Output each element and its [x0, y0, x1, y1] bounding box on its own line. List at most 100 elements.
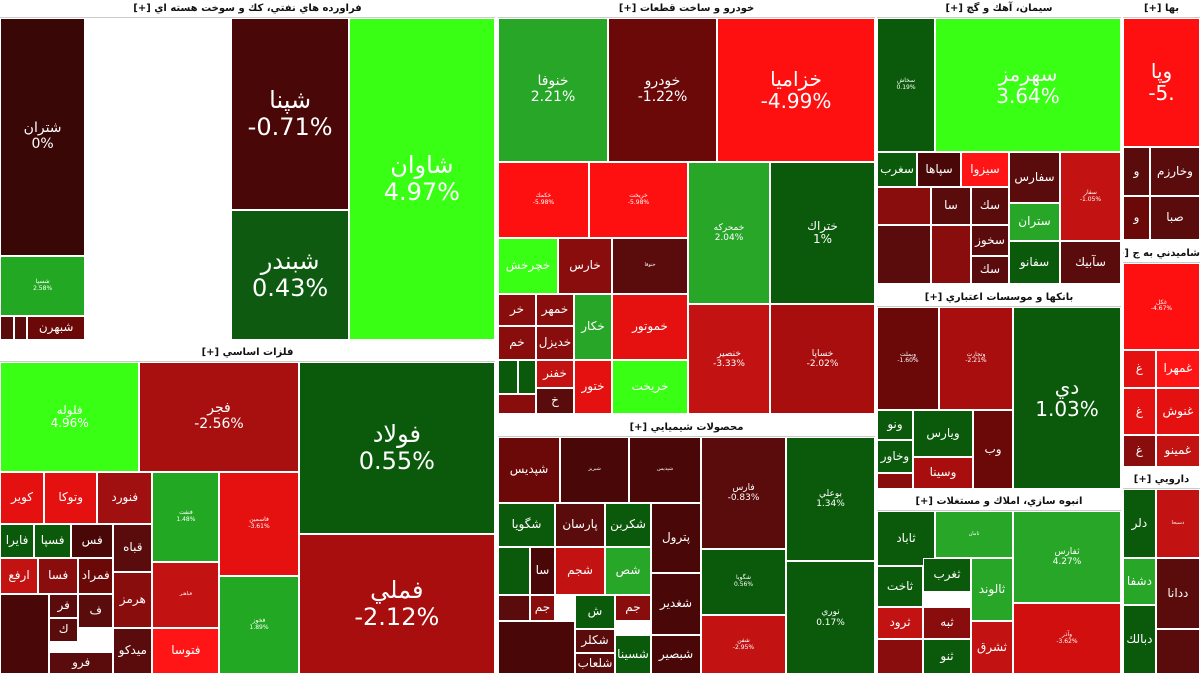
- stock-tile[interactable]: غكل -4.67%: [1123, 263, 1200, 350]
- stock-tile[interactable]: [0, 594, 50, 674]
- stock-tile[interactable]: شفن -2.95%: [701, 615, 786, 674]
- stock-tile[interactable]: ختراك 1%: [770, 162, 875, 304]
- stock-tile[interactable]: ثغرب: [923, 558, 971, 592]
- stock-tile[interactable]: ثبه: [923, 607, 971, 639]
- stock-tile[interactable]: [1155, 628, 1200, 674]
- stock-tile[interactable]: وب: [973, 409, 1013, 489]
- stock-tile[interactable]: فاسمين -3.61%: [219, 472, 299, 576]
- stock-tile[interactable]: ثاباد: [877, 511, 935, 566]
- stock-tile[interactable]: غ: [1123, 388, 1156, 435]
- stock-tile[interactable]: شپنا -0.71%: [231, 18, 349, 210]
- stock-tile[interactable]: فباهنر: [152, 562, 220, 628]
- stock-tile[interactable]: خساپا -2.02%: [770, 304, 875, 414]
- stock-tile[interactable]: فايرا: [0, 524, 35, 558]
- stock-tile[interactable]: ويارس: [913, 409, 973, 458]
- stock-tile[interactable]: فسپا: [34, 524, 72, 558]
- stock-tile[interactable]: شگويا: [498, 503, 555, 547]
- stock-tile[interactable]: سا: [931, 186, 971, 226]
- sector-header[interactable]: بها [+]: [1123, 0, 1200, 18]
- stock-tile[interactable]: سفانو: [1009, 241, 1060, 284]
- sector-header[interactable]: سيمان، آهك و گچ [+]: [877, 0, 1121, 18]
- stock-tile[interactable]: [0, 316, 15, 340]
- stock-tile[interactable]: فخوز 1.89%: [219, 576, 299, 674]
- stock-tile[interactable]: شگويا 0.56%: [701, 549, 786, 615]
- stock-tile[interactable]: ثشرق: [971, 620, 1013, 674]
- stock-tile[interactable]: سك: [971, 186, 1009, 226]
- stock-tile[interactable]: خفنر: [536, 360, 574, 388]
- stock-tile[interactable]: وپا -5.: [1123, 18, 1200, 147]
- stock-tile[interactable]: فارس -0.83%: [701, 437, 786, 549]
- stock-tile[interactable]: سپاها: [917, 152, 961, 187]
- sector-header[interactable]: فلزات اساسي [+]: [0, 344, 495, 362]
- stock-tile[interactable]: وتجارت -2.21%: [939, 307, 1013, 410]
- stock-tile[interactable]: فلوله 4.96%: [0, 362, 140, 472]
- stock-tile[interactable]: [877, 638, 923, 674]
- stock-tile[interactable]: [877, 186, 931, 226]
- stock-tile[interactable]: سغرب: [877, 152, 917, 187]
- stock-tile[interactable]: خريخت -5.98%: [589, 162, 688, 238]
- stock-tile[interactable]: شكلر: [575, 629, 615, 653]
- stock-tile[interactable]: ارفع: [0, 558, 39, 594]
- stock-tile[interactable]: ثفارس 4.27%: [1013, 511, 1121, 604]
- stock-tile[interactable]: جم: [530, 595, 555, 621]
- stock-tile[interactable]: [498, 621, 575, 674]
- stock-tile[interactable]: ثرود: [877, 607, 923, 639]
- stock-tile[interactable]: ثالوند: [971, 558, 1013, 621]
- stock-tile[interactable]: شلعاب: [575, 653, 615, 674]
- stock-tile[interactable]: فرو: [49, 652, 114, 674]
- stock-tile[interactable]: شسپا 2.58%: [0, 256, 86, 316]
- stock-tile[interactable]: ف: [78, 594, 114, 628]
- stock-tile[interactable]: خودرو -1.22%: [608, 18, 717, 162]
- stock-tile[interactable]: خديزل: [536, 326, 574, 360]
- stock-tile[interactable]: [498, 360, 518, 394]
- stock-tile[interactable]: شبندر 0.43%: [231, 210, 349, 340]
- stock-tile[interactable]: فملي -2.12%: [298, 534, 495, 674]
- stock-tile[interactable]: ثاخت: [877, 565, 923, 608]
- stock-tile[interactable]: [498, 394, 536, 414]
- stock-tile[interactable]: شاوان 4.97%: [348, 18, 495, 340]
- sector-header[interactable]: بانكها و موسسات اعتباري [+]: [877, 289, 1121, 307]
- sector-header[interactable]: محصولات شيميايي [+]: [498, 419, 875, 437]
- stock-tile[interactable]: شسينا: [615, 635, 651, 674]
- stock-tile[interactable]: ستران: [1009, 202, 1060, 242]
- stock-tile[interactable]: فنفت 1.48%: [152, 472, 220, 562]
- stock-tile[interactable]: غنوش: [1155, 388, 1200, 435]
- stock-tile[interactable]: فس: [71, 524, 114, 558]
- stock-tile[interactable]: خارس: [558, 238, 612, 294]
- stock-tile[interactable]: پترول: [651, 503, 701, 573]
- stock-tile[interactable]: فنورد: [97, 472, 153, 524]
- stock-tile[interactable]: دبالك: [1123, 605, 1156, 674]
- stock-tile[interactable]: [877, 225, 931, 284]
- stock-tile[interactable]: قباه: [113, 524, 153, 572]
- stock-tile[interactable]: فجر -2.56%: [139, 362, 299, 472]
- stock-tile[interactable]: شبريز: [560, 437, 629, 503]
- stock-tile[interactable]: بوعلي 1.34%: [786, 437, 875, 561]
- stock-tile[interactable]: ك: [49, 618, 79, 642]
- stock-tile[interactable]: وتوكا: [44, 472, 98, 524]
- stock-tile[interactable]: ميدكو: [113, 628, 153, 674]
- stock-tile[interactable]: سك: [971, 255, 1009, 284]
- stock-tile[interactable]: وآذر -3.62%: [1013, 603, 1121, 674]
- stock-tile[interactable]: ثامان: [935, 511, 1013, 559]
- stock-tile[interactable]: و: [1123, 146, 1150, 196]
- stock-tile[interactable]: دشفا: [1123, 557, 1156, 606]
- stock-tile[interactable]: [498, 595, 530, 621]
- stock-tile[interactable]: نوري 0.17%: [786, 561, 875, 674]
- stock-tile[interactable]: دلر: [1123, 489, 1156, 558]
- stock-tile[interactable]: [14, 316, 28, 340]
- stock-tile[interactable]: فولاد 0.55%: [298, 362, 495, 534]
- stock-tile[interactable]: خكمك -5.98%: [498, 162, 589, 238]
- stock-tile[interactable]: دي 1.03%: [1013, 307, 1121, 489]
- stock-tile[interactable]: سخاش 0.19%: [877, 18, 935, 152]
- stock-tile[interactable]: ختور: [574, 360, 612, 414]
- stock-tile[interactable]: دسبحا: [1155, 489, 1200, 558]
- stock-tile[interactable]: خكار: [574, 294, 612, 360]
- stock-tile[interactable]: ددانا: [1155, 557, 1200, 629]
- stock-tile[interactable]: سيزوا: [961, 152, 1009, 187]
- stock-tile[interactable]: شبصير: [651, 635, 701, 674]
- stock-tile[interactable]: خريخت: [612, 360, 688, 414]
- stock-tile[interactable]: پارسان: [555, 503, 605, 547]
- stock-tile[interactable]: شغدير: [651, 573, 701, 635]
- stock-tile[interactable]: جم: [615, 595, 651, 621]
- sector-header[interactable]: خودرو و ساخت قطعات [+]: [498, 0, 875, 18]
